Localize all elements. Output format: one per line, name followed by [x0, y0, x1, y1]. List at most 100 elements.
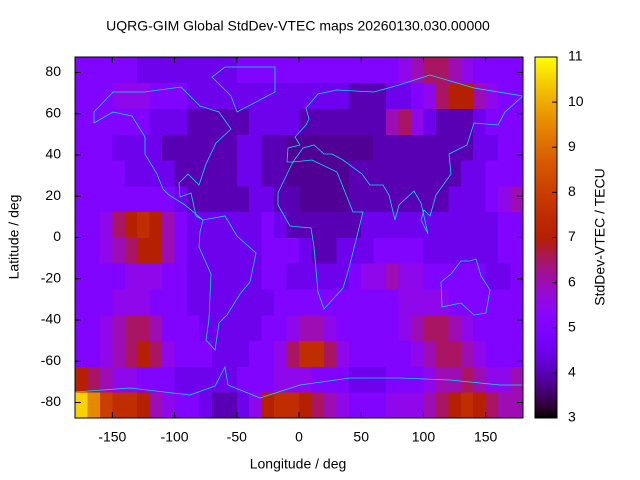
- heatmap-cell: [448, 108, 462, 135]
- heatmap-cell: [124, 185, 138, 213]
- heatmap-cell: [211, 340, 225, 367]
- heatmap-cell: [162, 237, 175, 264]
- heatmap-cell: [485, 340, 499, 367]
- heatmap-cell: [311, 57, 325, 84]
- heatmap-cell: [124, 237, 138, 264]
- heatmap-cell: [398, 237, 412, 264]
- heatmap-cell: [423, 237, 437, 264]
- heatmap-cell: [187, 211, 200, 238]
- heatmap-cell: [498, 160, 511, 187]
- heatmap-cell: [411, 185, 424, 213]
- heatmap-cell: [411, 108, 424, 135]
- heatmap-cell: [137, 237, 151, 264]
- heatmap-cell: [460, 392, 474, 419]
- heatmap-cell: [236, 340, 250, 367]
- heatmap-cell: [323, 392, 337, 419]
- heatmap-cell: [299, 82, 312, 109]
- heatmap-cell: [348, 263, 362, 290]
- heatmap-cell: [448, 340, 462, 367]
- heatmap-cell: [411, 314, 424, 342]
- heatmap-cell: [274, 57, 287, 84]
- heatmap-cell: [236, 392, 250, 419]
- heatmap-cell: [187, 82, 200, 109]
- heatmap-cell: [174, 289, 188, 316]
- y-tick-label: 80: [45, 63, 61, 79]
- heatmap-cell: [435, 314, 449, 342]
- heatmap-cell: [498, 366, 511, 393]
- heatmap-cell: [274, 211, 287, 238]
- heatmap-cell: [149, 185, 163, 213]
- heatmap-cell: [299, 340, 312, 367]
- heatmap-cell: [336, 185, 350, 213]
- heatmap-cell: [498, 237, 511, 264]
- heatmap-cell: [286, 108, 300, 135]
- heatmap-cell: [323, 57, 337, 84]
- heatmap-cell: [187, 108, 200, 135]
- heatmap-cell: [323, 314, 337, 342]
- heatmap-cell: [87, 237, 101, 264]
- heatmap-cell: [336, 392, 350, 419]
- heatmap-cell: [435, 57, 449, 84]
- heatmap-cell: [236, 185, 250, 213]
- heatmap-cell: [398, 82, 412, 109]
- heatmap-cell: [311, 108, 325, 135]
- heatmap-cell: [411, 134, 424, 161]
- heatmap-cell: [485, 314, 499, 342]
- heatmap-cell: [112, 185, 126, 213]
- heatmap-cell: [137, 392, 151, 419]
- heatmap-cell: [510, 392, 524, 419]
- heatmap-cell: [249, 57, 263, 84]
- heatmap-cell: [386, 211, 399, 238]
- heatmap-cell: [274, 185, 287, 213]
- colorbar-tick-label: 8: [568, 183, 576, 199]
- heatmap-cell: [460, 289, 474, 316]
- heatmap-cell: [348, 108, 362, 135]
- heatmap-cell: [187, 289, 200, 316]
- heatmap-cell: [75, 366, 88, 393]
- heatmap-cell: [361, 237, 375, 264]
- heatmap-cell: [398, 289, 412, 316]
- heatmap-cell: [149, 314, 163, 342]
- heatmap-cell: [348, 340, 362, 367]
- heatmap-cell: [174, 211, 188, 238]
- heatmap-cell: [236, 82, 250, 109]
- heatmap-cell: [473, 263, 487, 290]
- heatmap-cell: [348, 392, 362, 419]
- heatmap-cell: [75, 340, 88, 367]
- heatmap-cell: [199, 314, 213, 342]
- heatmap-cell: [87, 160, 101, 187]
- heatmap-cell: [361, 57, 375, 84]
- heatmap-cell: [435, 160, 449, 187]
- heatmap-cell: [99, 314, 113, 342]
- heatmap-cell: [274, 134, 287, 161]
- heatmap-cell: [448, 160, 462, 187]
- heatmap-cell: [99, 82, 113, 109]
- heatmap-cell: [224, 366, 238, 393]
- y-tick-label: 40: [45, 146, 61, 162]
- heatmap-cell: [373, 340, 387, 367]
- heatmap-cell: [473, 314, 487, 342]
- heatmap-cell: [124, 57, 138, 84]
- heatmap-cell: [249, 289, 263, 316]
- heatmap-cell: [510, 57, 524, 84]
- heatmap-cell: [423, 134, 437, 161]
- heatmap-cell: [299, 185, 312, 213]
- heatmap-cell: [112, 82, 126, 109]
- heatmap-cell: [261, 263, 275, 290]
- heatmap-cell: [510, 237, 524, 264]
- heatmap-cell: [149, 57, 163, 84]
- heatmap-cell: [386, 160, 399, 187]
- heatmap-cell: [87, 82, 101, 109]
- heatmap-cell: [498, 134, 511, 161]
- heatmap-cell: [386, 57, 399, 84]
- heatmap-cell: [323, 263, 337, 290]
- heatmap-cell: [373, 211, 387, 238]
- heatmap-cell: [411, 237, 424, 264]
- heatmap-cell: [187, 263, 200, 290]
- heatmap-cell: [249, 82, 263, 109]
- colorbar-tick-label: 3: [568, 409, 576, 425]
- heatmap-cell: [361, 108, 375, 135]
- heatmap-cell: [187, 57, 200, 84]
- heatmap-cell: [137, 108, 151, 135]
- y-axis-label: Latitude / deg: [6, 195, 22, 280]
